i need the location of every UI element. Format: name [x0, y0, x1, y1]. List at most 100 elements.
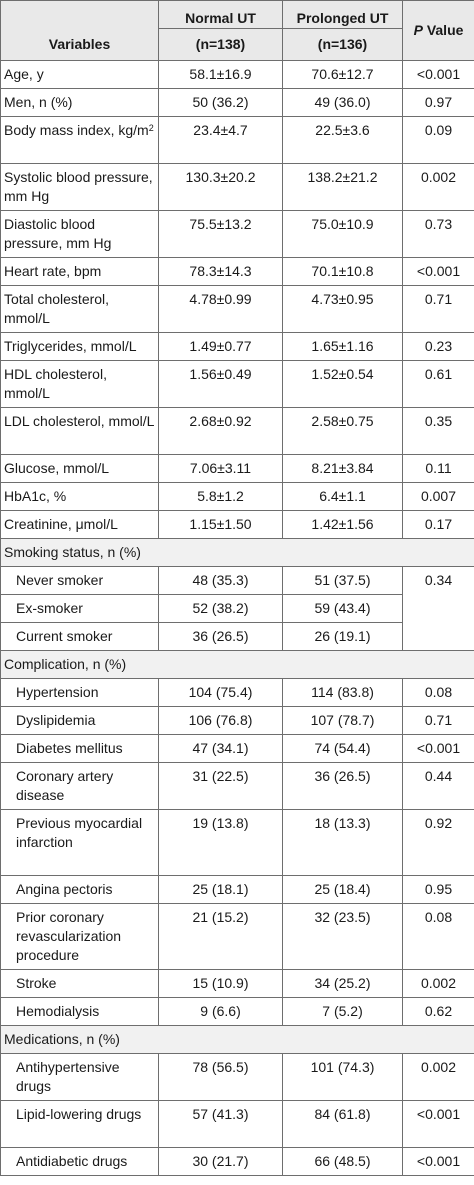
normal-value: 75.5±13.2 — [158, 210, 283, 258]
prolonged-value: 4.73±0.95 — [282, 285, 403, 333]
row-label: Body mass index, kg/m2 — [0, 116, 159, 164]
p-value: 0.44 — [402, 762, 474, 810]
prolonged-value: 49 (36.0) — [282, 88, 403, 117]
prolonged-value: 1.52±0.54 — [282, 360, 403, 408]
header-prolonged-n: (n=136) — [282, 28, 403, 61]
row-label: Creatinine, μmol/L — [0, 510, 159, 539]
table-row: Coronary artery disease 31 (22.5) 36 (26… — [0, 762, 474, 810]
p-value: 0.71 — [402, 706, 474, 735]
prolonged-value: 75.0±10.9 — [282, 210, 403, 258]
normal-value: 5.8±1.2 — [158, 482, 283, 511]
normal-value: 19 (13.8) — [158, 809, 283, 876]
normal-value: 30 (21.7) — [158, 1147, 283, 1176]
p-value: 0.08 — [402, 903, 474, 970]
row-label: Glucose, mmol/L — [0, 454, 159, 483]
table-row: Men, n (%) 50 (36.2) 49 (36.0) 0.97 — [0, 88, 474, 117]
p-value: 0.002 — [402, 163, 474, 211]
table-row: Angina pectoris 25 (18.1) 25 (18.4) 0.95 — [0, 875, 474, 904]
prolonged-value: 114 (83.8) — [282, 678, 403, 707]
row-label: Dyslipidemia — [0, 706, 159, 735]
row-label: Systolic blood pressure, mm Hg — [0, 163, 159, 211]
row-label: Triglycerides, mmol/L — [0, 332, 159, 361]
prolonged-value: 36 (26.5) — [282, 762, 403, 810]
table-body: Age, y 58.1±16.9 70.6±12.7 <0.001 Men, n… — [0, 60, 474, 1176]
normal-value: 50 (36.2) — [158, 88, 283, 117]
row-label: LDL cholesterol, mmol/L — [0, 407, 159, 455]
normal-value: 52 (38.2) — [158, 594, 283, 623]
p-value: 0.09 — [402, 116, 474, 164]
table-row: Triglycerides, mmol/L 1.49±0.77 1.65±1.1… — [0, 332, 474, 361]
p-value: 0.23 — [402, 332, 474, 361]
table-header: Variables Normal UT Prolonged UT P Value… — [0, 0, 474, 61]
normal-value: 1.49±0.77 — [158, 332, 283, 361]
normal-value: 57 (41.3) — [158, 1100, 283, 1148]
prolonged-value: 1.65±1.16 — [282, 332, 403, 361]
prolonged-value: 6.4±1.1 — [282, 482, 403, 511]
normal-value: 78.3±14.3 — [158, 257, 283, 286]
prolonged-value: 84 (61.8) — [282, 1100, 403, 1148]
section-row-smoking: Smoking status, n (%) — [0, 538, 474, 567]
p-value: 0.62 — [402, 997, 474, 1026]
row-label: Hypertension — [0, 678, 159, 707]
header-p-rest: Value — [422, 22, 464, 38]
prolonged-value: 70.6±12.7 — [282, 60, 403, 89]
prolonged-value: 138.2±21.2 — [282, 163, 403, 211]
p-value: <0.001 — [402, 1147, 474, 1176]
normal-value: 4.78±0.99 — [158, 285, 283, 333]
prolonged-value: 26 (19.1) — [282, 622, 403, 651]
row-label: Age, y — [0, 60, 159, 89]
prolonged-value: 66 (48.5) — [282, 1147, 403, 1176]
table-row: Never smoker 48 (35.3) 51 (37.5) 0.34 — [0, 566, 474, 651]
normal-value: 36 (26.5) — [158, 622, 283, 651]
prolonged-value: 101 (74.3) — [282, 1053, 403, 1101]
prolonged-value: 22.5±3.6 — [282, 116, 403, 164]
section-row-complication: Complication, n (%) — [0, 650, 474, 679]
p-value: 0.73 — [402, 210, 474, 258]
prolonged-value: 34 (25.2) — [282, 969, 403, 998]
prolonged-value: 74 (54.4) — [282, 734, 403, 763]
normal-value: 7.06±3.11 — [158, 454, 283, 483]
table-row: Hemodialysis 9 (6.6) 7 (5.2) 0.62 — [0, 997, 474, 1026]
normal-value: 1.15±1.50 — [158, 510, 283, 539]
normal-value: 21 (15.2) — [158, 903, 283, 970]
table-row: LDL cholesterol, mmol/L 2.68±0.92 2.58±0… — [0, 407, 474, 455]
table-row: Antihypertensive drugs 78 (56.5) 101 (74… — [0, 1053, 474, 1101]
table-row: HDL cholesterol, mmol/L 1.56±0.49 1.52±0… — [0, 360, 474, 408]
normal-value: 1.56±0.49 — [158, 360, 283, 408]
prolonged-value: 70.1±10.8 — [282, 257, 403, 286]
table-row: Heart rate, bpm 78.3±14.3 70.1±10.8 <0.0… — [0, 257, 474, 286]
row-label: HbA1c, % — [0, 482, 159, 511]
table-row: Creatinine, μmol/L 1.15±1.50 1.42±1.56 0… — [0, 510, 474, 539]
p-value-smoking: 0.34 — [402, 566, 474, 651]
table-row: Age, y 58.1±16.9 70.6±12.7 <0.001 — [0, 60, 474, 89]
table-row: Current smoker 36 (26.5) 26 (19.1) — [0, 622, 474, 651]
row-label: HDL cholesterol, mmol/L — [0, 360, 159, 408]
superscript: 2 — [148, 123, 154, 133]
row-label: Ex-smoker — [0, 594, 159, 623]
prolonged-value: 8.21±3.84 — [282, 454, 403, 483]
row-label: Hemodialysis — [0, 997, 159, 1026]
header-normal-ut: Normal UT — [158, 0, 283, 29]
prolonged-value: 107 (78.7) — [282, 706, 403, 735]
row-label: Diastolic blood pressure, mm Hg — [0, 210, 159, 258]
table-row: Prior coronary revascularization procedu… — [0, 903, 474, 970]
prolonged-value: 7 (5.2) — [282, 997, 403, 1026]
p-value: 0.002 — [402, 969, 474, 998]
p-value: 0.35 — [402, 407, 474, 455]
row-label: Heart rate, bpm — [0, 257, 159, 286]
table-row: Total cholesterol, mmol/L 4.78±0.99 4.73… — [0, 285, 474, 333]
prolonged-value: 32 (23.5) — [282, 903, 403, 970]
prolonged-value: 1.42±1.56 — [282, 510, 403, 539]
p-value: <0.001 — [402, 1100, 474, 1148]
row-label: Diabetes mellitus — [0, 734, 159, 763]
header-normal-n: (n=138) — [158, 28, 283, 61]
table-row: HbA1c, % 5.8±1.2 6.4±1.1 0.007 — [0, 482, 474, 511]
prolonged-value: 25 (18.4) — [282, 875, 403, 904]
row-label: Men, n (%) — [0, 88, 159, 117]
header-prolonged-ut: Prolonged UT — [282, 0, 403, 29]
normal-value: 78 (56.5) — [158, 1053, 283, 1101]
table-row: Hypertension 104 (75.4) 114 (83.8) 0.08 — [0, 678, 474, 707]
p-value: 0.11 — [402, 454, 474, 483]
section-title-medications: Medications, n (%) — [0, 1025, 474, 1054]
prolonged-value: 2.58±0.75 — [282, 407, 403, 455]
